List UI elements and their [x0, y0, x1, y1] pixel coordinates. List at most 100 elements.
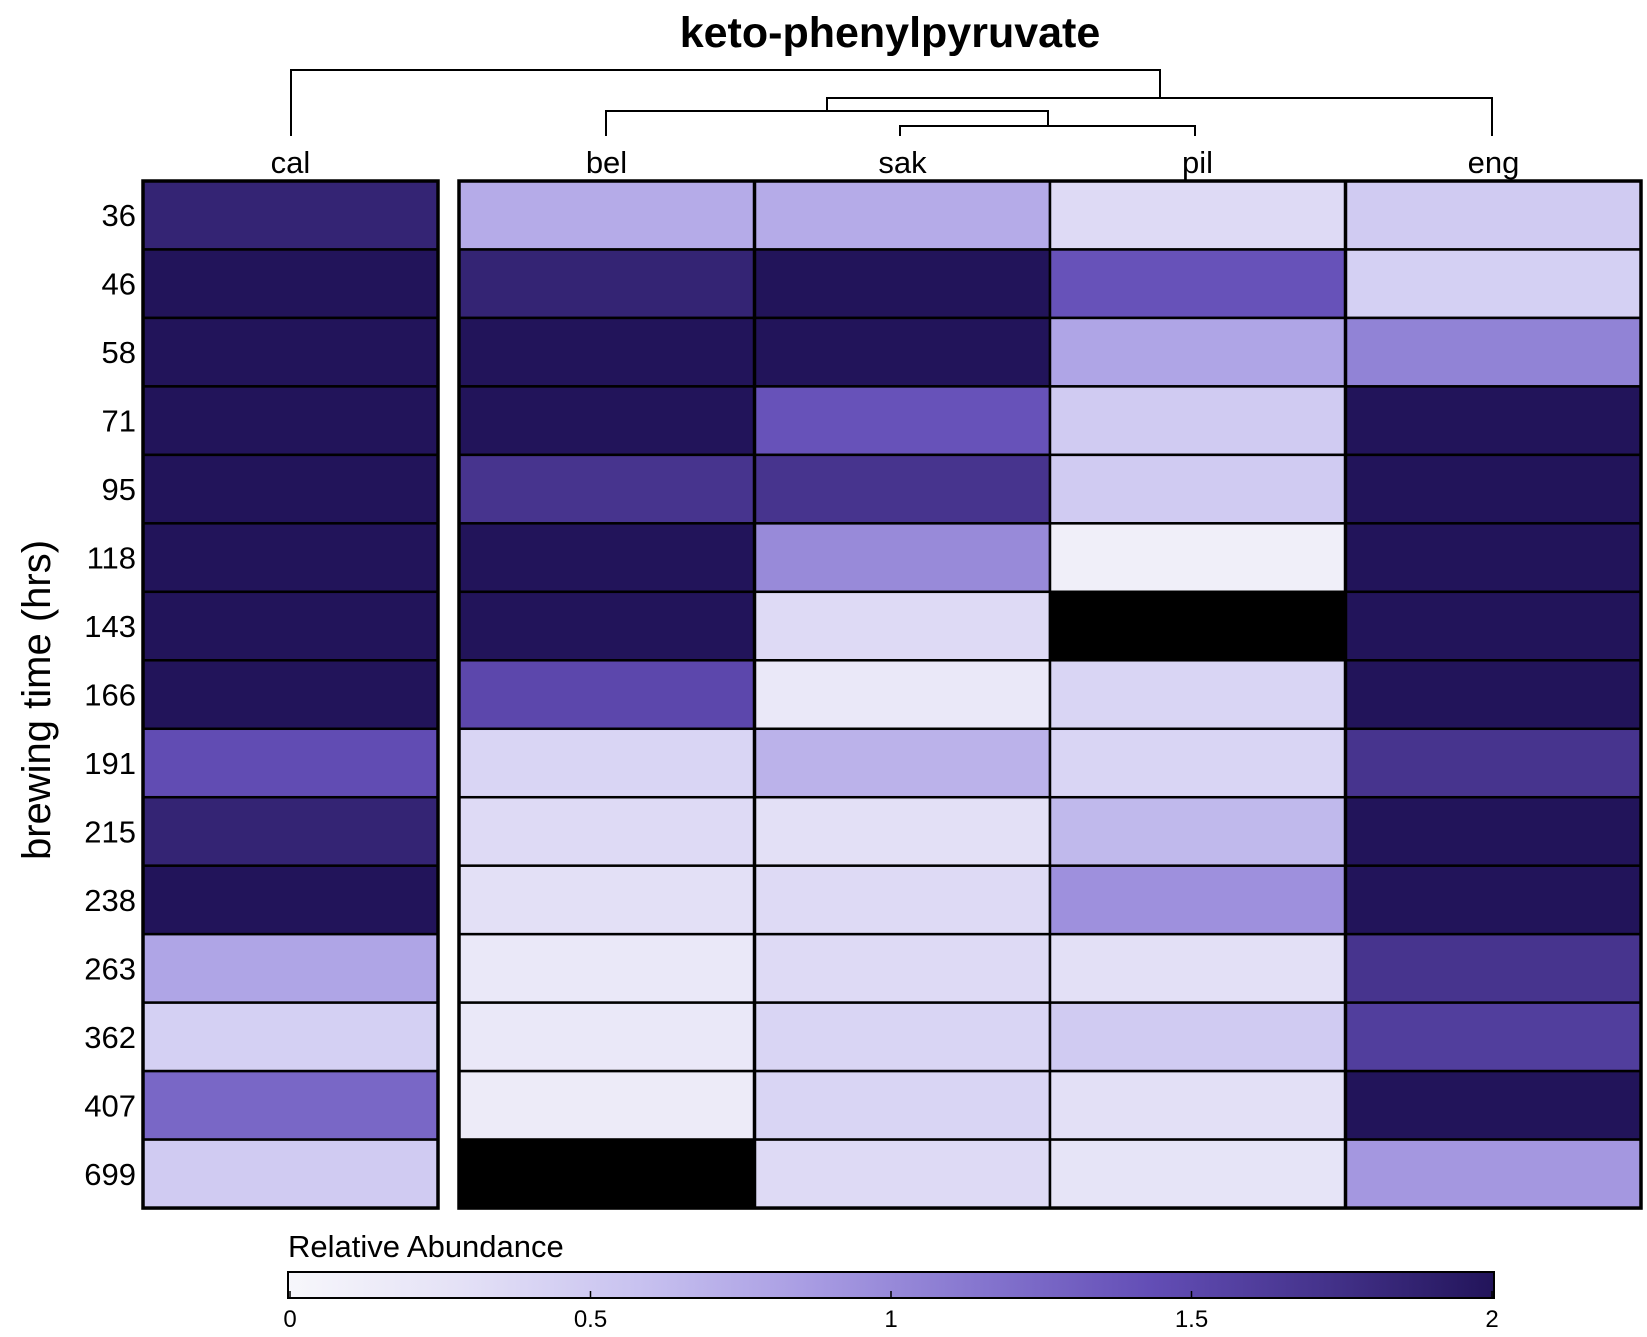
- heatmap-cell: [457, 659, 756, 731]
- heatmap-cell: [1048, 248, 1347, 320]
- column-label: eng: [1468, 145, 1520, 180]
- heatmap-cell: [457, 385, 756, 457]
- heatmap-cell: [753, 727, 1052, 799]
- heatmap-cell: [141, 179, 440, 251]
- heatmap-cell: [141, 1138, 440, 1210]
- heatmap-cell: [753, 795, 1052, 867]
- heatmap-cell: [457, 590, 756, 662]
- row-label: 58: [102, 335, 136, 370]
- heatmap-cell: [141, 248, 440, 320]
- legend-tick-label: 1.5: [1175, 1306, 1208, 1333]
- heatmap-cell: [1048, 727, 1347, 799]
- column-label: pil: [1182, 145, 1213, 180]
- legend-tick-label: 0.5: [574, 1306, 607, 1333]
- row-label: 191: [84, 746, 136, 781]
- row-label: 238: [84, 883, 136, 918]
- heatmap-cell: [753, 1138, 1052, 1210]
- row-labels: 36 46 58 71 95 118 143 166 191 215 238 263 362 407 699: [84, 198, 136, 1192]
- heatmap-cell: [1344, 795, 1643, 867]
- heatmap-cell: [1048, 522, 1347, 594]
- heatmap-cell: [753, 1069, 1052, 1141]
- heatmap-block-borders: [141, 179, 1643, 1210]
- heatmap-cell: [457, 1001, 756, 1073]
- heatmap-cell: [1344, 1069, 1643, 1141]
- heatmap-cell: [753, 179, 1052, 251]
- heatmap-cell: [457, 1138, 756, 1210]
- column-label: cal: [271, 145, 311, 180]
- row-label: 71: [102, 404, 136, 439]
- legend-tick-label: 0: [283, 1306, 296, 1333]
- heatmap-cell: [457, 932, 756, 1004]
- heatmap-cell: [457, 727, 756, 799]
- row-label: 407: [84, 1088, 136, 1123]
- heatmap-cell: [457, 248, 756, 320]
- heatmap-cell: [1344, 522, 1643, 594]
- heatmap-cell: [1344, 864, 1643, 936]
- heatmap-cell: [141, 727, 440, 799]
- heatmap-cell: [753, 590, 1052, 662]
- heatmap-cell: [753, 248, 1052, 320]
- heatmap-cell: [141, 1069, 440, 1141]
- row-label: 118: [87, 541, 136, 576]
- row-label: 143: [84, 609, 136, 644]
- heatmap-cell: [753, 1001, 1052, 1073]
- legend-tick-label: 2: [1485, 1306, 1498, 1333]
- heatmap-cell: [1048, 385, 1347, 457]
- dendrogram-branch-group-eng: [826, 97, 1493, 136]
- chart-title: keto-phenylpyruvate: [680, 9, 1101, 57]
- heatmap-cell: [457, 795, 756, 867]
- heatmap-cell: [1048, 590, 1347, 662]
- row-label: 166: [84, 678, 136, 713]
- heatmap-cell: [457, 316, 756, 388]
- heatmap-cell: [1048, 1138, 1347, 1210]
- block-border-cal: [141, 179, 440, 1210]
- heatmap-cell: [1048, 1001, 1347, 1073]
- heatmap-cell: [141, 1001, 440, 1073]
- block-border-main: [457, 179, 1643, 1210]
- legend-title: Relative Abundance: [288, 1229, 564, 1264]
- row-label: 36: [102, 198, 136, 233]
- heatmap-cell: [753, 932, 1052, 1004]
- heatmap-cell: [753, 864, 1052, 936]
- dendrogram-branch-cal-rest: [290, 69, 1161, 136]
- heatmap-cell: [753, 385, 1052, 457]
- heatmap-cell: [457, 522, 756, 594]
- heatmap-cell: [457, 453, 756, 525]
- heatmap-cell: [141, 316, 440, 388]
- y-axis-label: brewing time (hrs): [15, 540, 59, 860]
- heatmap-cell: [753, 659, 1052, 731]
- row-label: 215: [84, 814, 136, 849]
- heatmap-cell: [457, 179, 756, 251]
- heatmap-cell: [1048, 316, 1347, 388]
- heatmap-cell: [1344, 385, 1643, 457]
- heatmap-cell: [457, 1069, 756, 1141]
- heatmap-cell: [1048, 932, 1347, 1004]
- column-dendrogram: [290, 69, 1493, 136]
- row-label: 263: [84, 951, 136, 986]
- heatmap-cell: [141, 864, 440, 936]
- dendrogram-branch-bel-sakpil: [605, 110, 1049, 136]
- heatmap-cell: [1344, 453, 1643, 525]
- heatmap-cell: [1344, 727, 1643, 799]
- heatmap-cell: [1048, 179, 1347, 251]
- heatmap-cell: [1344, 590, 1643, 662]
- row-label: 362: [84, 1020, 136, 1055]
- heatmap-cell: [753, 522, 1052, 594]
- legend-tick-label: 1: [884, 1306, 897, 1333]
- dendrogram-branch-sak-pil: [899, 125, 1196, 136]
- heatmap-cell: [1048, 1069, 1347, 1141]
- heatmap-cell: [1344, 316, 1643, 388]
- column-label: bel: [586, 145, 627, 180]
- heatmap-cell: [141, 795, 440, 867]
- heatmap-cell: [753, 453, 1052, 525]
- heatmap-cell: [141, 522, 440, 594]
- legend-ticks: 0 0.5 1 1.5 2: [283, 1291, 1499, 1333]
- row-label: 699: [84, 1157, 136, 1192]
- heatmap-cell: [457, 864, 756, 936]
- heatmap-cell: [1344, 659, 1643, 731]
- heatmap-cell: [1048, 795, 1347, 867]
- heatmap-cell: [141, 932, 440, 1004]
- heatmap-cell: [1344, 179, 1643, 251]
- heatmap-cell: [1344, 1138, 1643, 1210]
